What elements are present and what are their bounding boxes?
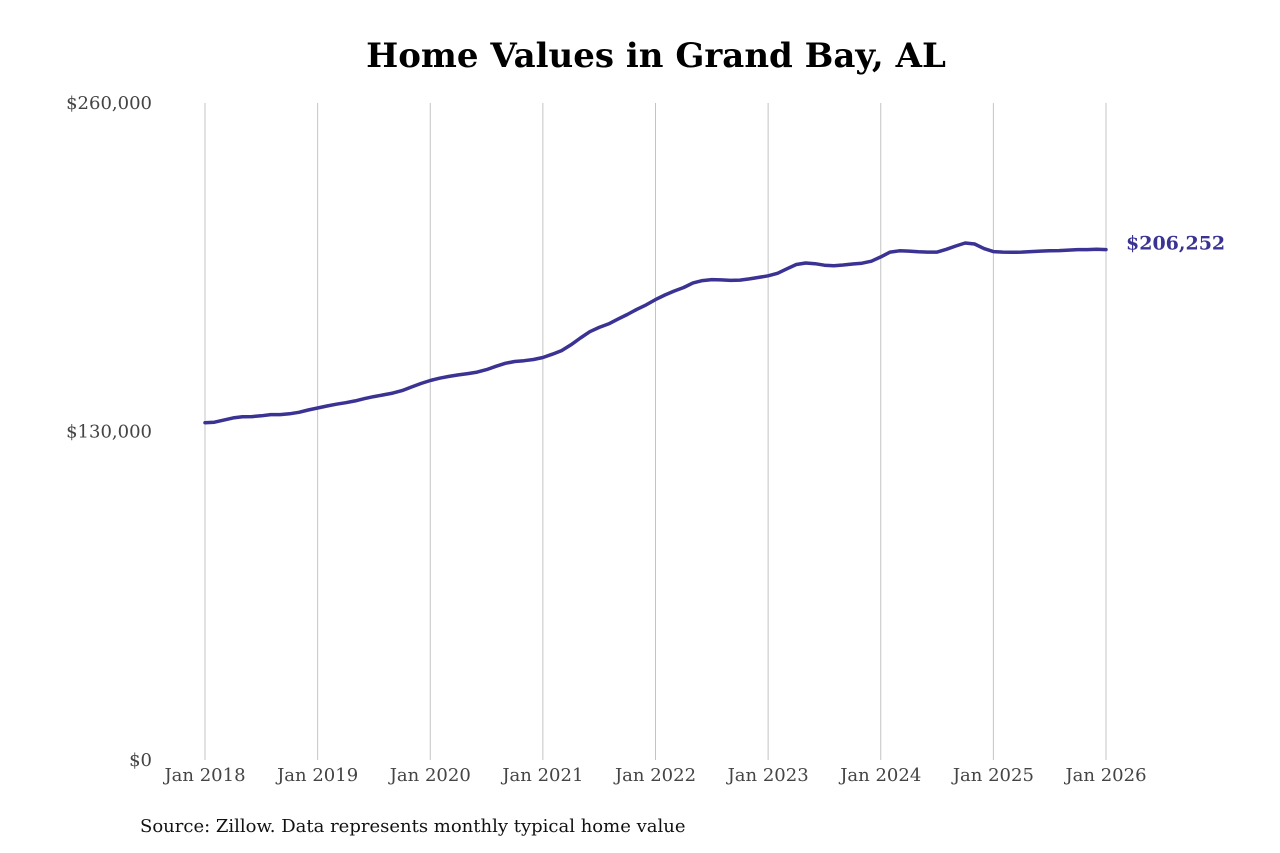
x-tick-label: Jan 2018 <box>162 765 245 786</box>
y-tick-label: $0 <box>129 750 152 771</box>
x-tick-label: Jan 2026 <box>1063 765 1146 786</box>
x-tick-label: Jan 2019 <box>275 765 358 786</box>
end-value-label: $206,252 <box>1126 233 1225 255</box>
x-tick-label: Jan 2024 <box>838 765 921 786</box>
x-tick-label: Jan 2022 <box>613 765 696 786</box>
chart-source-note: Source: Zillow. Data represents monthly … <box>140 816 686 837</box>
x-tick-label: Jan 2021 <box>500 765 583 786</box>
y-tick-label: $260,000 <box>66 93 152 114</box>
chart-title: Home Values in Grand Bay, AL <box>366 36 946 76</box>
x-tick-label: Jan 2020 <box>388 765 471 786</box>
series-line <box>203 241 1108 425</box>
x-tick-label: Jan 2023 <box>726 765 809 786</box>
y-tick-label: $130,000 <box>66 422 152 443</box>
x-tick-label: Jan 2025 <box>951 765 1034 786</box>
